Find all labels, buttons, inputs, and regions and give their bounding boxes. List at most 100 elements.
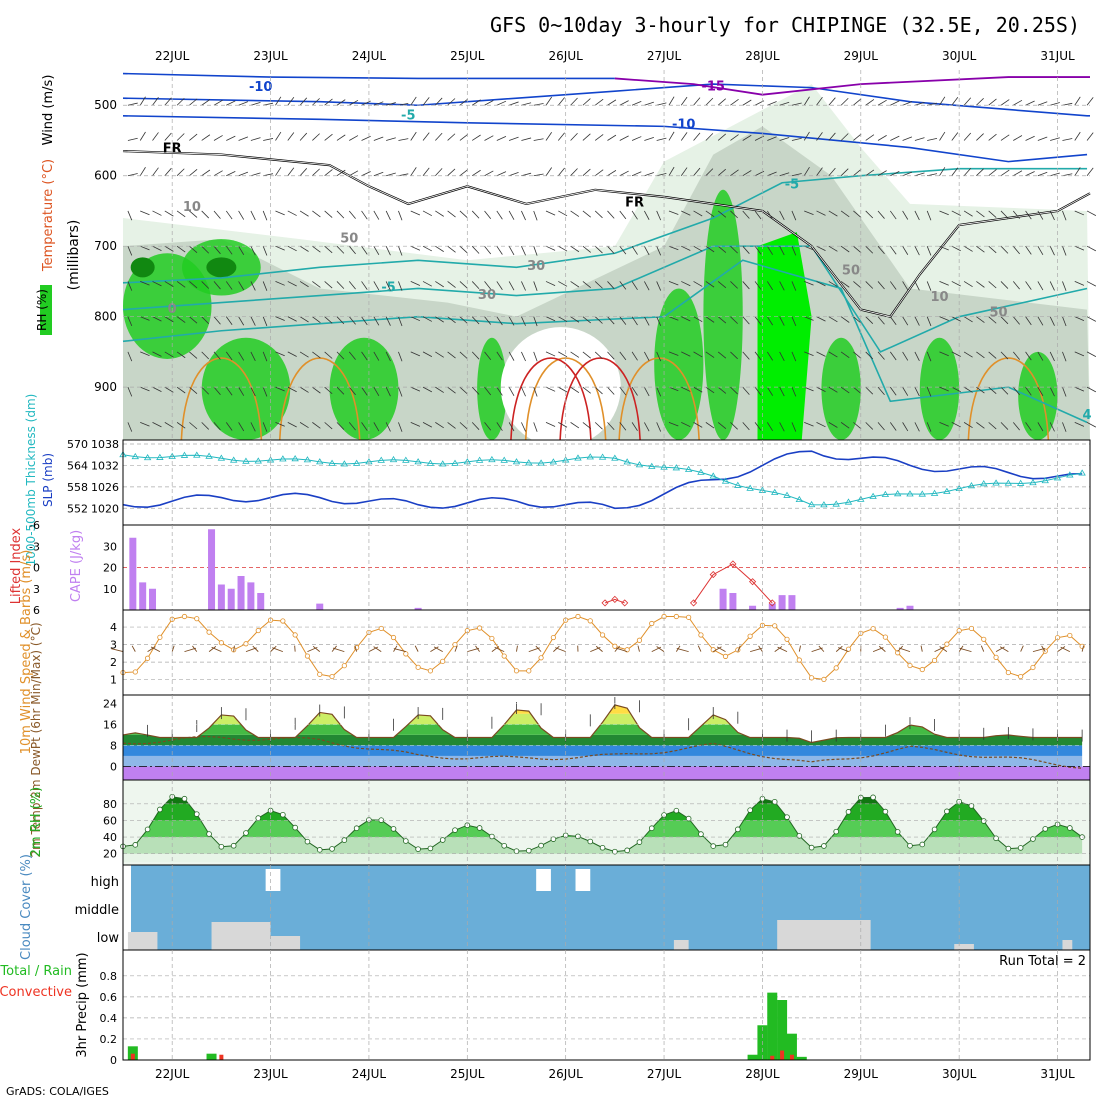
wind-tick: 4	[110, 621, 117, 634]
rh-marker	[748, 808, 753, 813]
cloud-level-label: low	[97, 931, 120, 946]
thickness-tick: 570	[67, 438, 88, 451]
wind-barb-10m	[921, 646, 922, 652]
rh-marker	[428, 846, 433, 851]
slp-line	[123, 451, 1082, 508]
bottom-date-label: 28JUL	[745, 1067, 780, 1081]
wind-barb-10m	[899, 648, 910, 652]
rh-marker	[895, 830, 900, 835]
rh-blob	[703, 190, 742, 440]
rh-marker	[674, 808, 679, 813]
rh-marker	[1043, 827, 1048, 832]
rh-band	[123, 854, 1090, 862]
wind-barb-10m	[1021, 646, 1024, 652]
rh-marker	[809, 845, 814, 850]
top-date-label: 26JUL	[549, 49, 584, 63]
cape-bar	[729, 593, 736, 610]
cape-bar	[139, 582, 146, 610]
precip-tick: 0.6	[100, 991, 118, 1004]
wind-speed-marker	[539, 656, 543, 660]
wind-speed-marker	[281, 619, 285, 623]
wind-barb-10m	[677, 648, 689, 651]
wind-barb-10m	[212, 647, 222, 651]
precip-tick: 0.4	[100, 1012, 118, 1025]
wind-speed-marker	[133, 670, 137, 674]
below-freezing-band	[123, 766, 1090, 780]
rh-marker	[305, 839, 310, 844]
wind-speed-marker	[773, 624, 777, 628]
rh-marker	[354, 826, 359, 831]
cape-bar	[257, 593, 264, 610]
wind-barb-10m	[434, 647, 443, 652]
cloud-low-block	[271, 936, 301, 950]
precip-total-bar	[767, 993, 777, 1060]
rh-marker	[797, 833, 802, 838]
rh-marker	[194, 812, 199, 817]
wind-speed-marker	[686, 615, 690, 619]
top-date-label: 28JUL	[745, 49, 780, 63]
precip-conv-bar	[219, 1055, 223, 1060]
rh-marker	[785, 815, 790, 820]
top-date-label: 25JUL	[450, 49, 485, 63]
wind-barb-10m	[638, 646, 639, 652]
rh-marker	[551, 837, 556, 842]
wind-speed-marker	[637, 638, 641, 642]
cape-bar	[906, 606, 913, 610]
rh-marker	[944, 809, 949, 814]
wind-speed-marker	[404, 652, 408, 656]
rh-marker	[280, 812, 285, 817]
wind-tick: 2	[110, 656, 117, 669]
rh-marker	[244, 831, 249, 836]
top-date-label: 22JUL	[155, 49, 190, 63]
wind-tick: 3	[110, 639, 117, 652]
wind-barb-10m	[132, 646, 135, 652]
wind-barb-10m	[981, 646, 983, 652]
upper-ylabel: (millibars)	[66, 220, 82, 291]
cape-bar	[720, 589, 727, 610]
wind-speed-marker	[428, 669, 432, 673]
bottom-date-label: 24JUL	[352, 1067, 387, 1081]
wind-tick: 1	[110, 674, 117, 687]
wind-speed-marker	[441, 659, 445, 663]
rh-marker	[293, 825, 298, 830]
wind-speed-marker	[182, 614, 186, 618]
rh-marker	[699, 832, 704, 837]
rh-marker	[834, 829, 839, 834]
wind-speed-marker	[576, 614, 580, 618]
precip-frame	[123, 950, 1090, 1060]
wind-speed-marker	[723, 654, 727, 658]
rh-marker	[920, 842, 925, 847]
wind-speed-marker	[920, 667, 924, 671]
wind-speed-marker	[809, 676, 813, 680]
upper-ytick: 600	[94, 169, 117, 183]
contour-label: 10	[930, 290, 948, 305]
wind-speed-marker	[908, 663, 912, 667]
wind-speed-marker	[158, 635, 162, 639]
rh-blob-dark	[206, 257, 236, 277]
wind-speed-marker	[453, 642, 457, 646]
wind-speed-marker	[342, 664, 346, 668]
wind-speed-marker	[330, 674, 334, 678]
top-date-label: 29JUL	[844, 49, 879, 63]
wind-barb-10m	[516, 646, 517, 652]
rh-marker	[403, 839, 408, 844]
wind-speed-marker	[551, 635, 555, 639]
wind-speed-marker	[391, 635, 395, 639]
bottom-date-label: 26JUL	[549, 1067, 584, 1081]
cape-bar	[247, 582, 254, 610]
legend-convective: Convective	[0, 985, 72, 1000]
rh-marker	[871, 795, 876, 800]
precip-conv-bar	[790, 1055, 794, 1060]
bottom-date-label: 29JUL	[844, 1067, 879, 1081]
wind-speed-marker	[945, 642, 949, 646]
cape-bar	[769, 604, 776, 610]
rh-marker	[526, 848, 531, 853]
li-tick: 6	[33, 604, 40, 617]
wind-speed-marker	[490, 636, 494, 640]
top-date-label: 31JUL	[1040, 49, 1075, 63]
wind-speed-marker	[195, 616, 199, 620]
contour-label: -15	[701, 79, 725, 94]
slp-tick: 1026	[91, 481, 119, 494]
cape-bar	[316, 604, 323, 610]
